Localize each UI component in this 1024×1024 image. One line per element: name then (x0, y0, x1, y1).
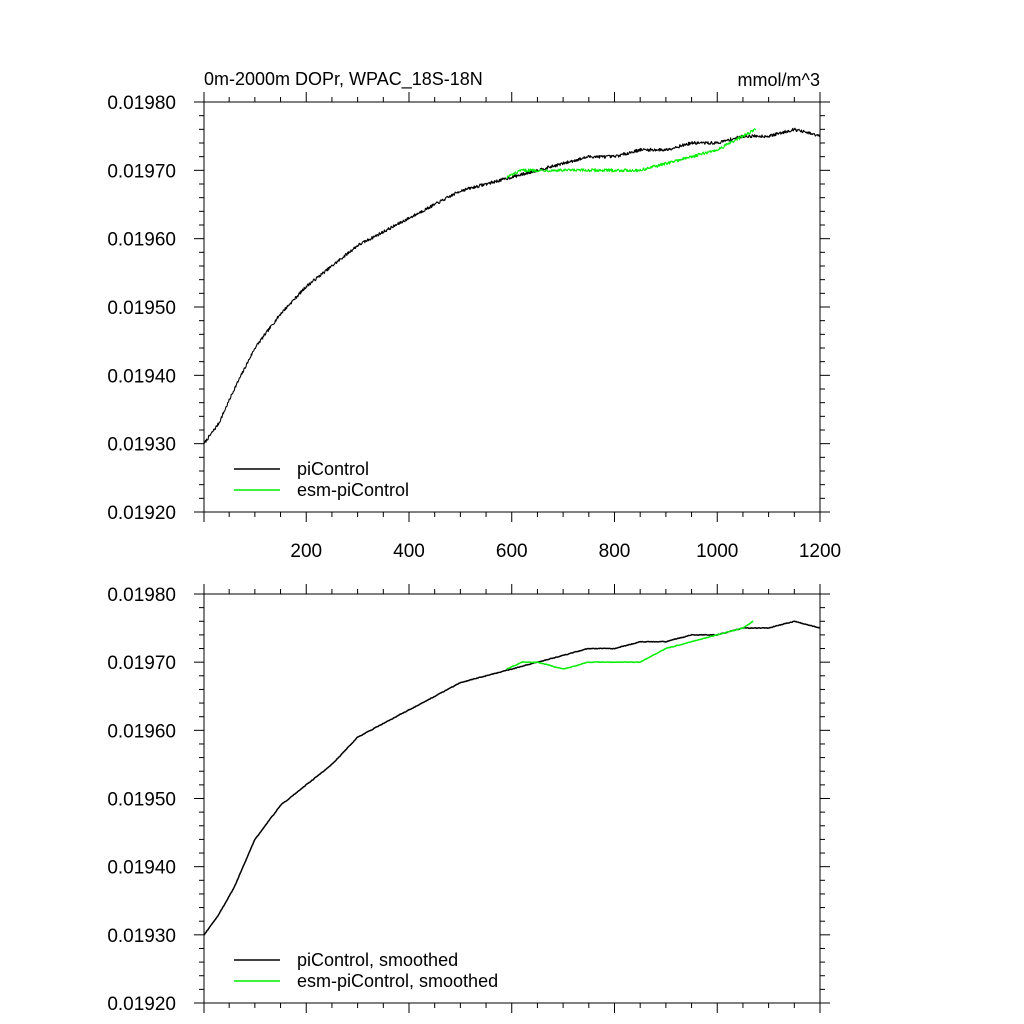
x-tick-label: 1200 (799, 541, 841, 562)
legend-label: piControl, smoothed (297, 950, 458, 970)
y-tick-label: 0.01940 (107, 858, 176, 879)
plot-frame (203, 593, 821, 1004)
y-tick-label: 0.01960 (107, 230, 176, 251)
esm-picontrol-series-line (506, 128, 757, 179)
y-tick-label: 0.01980 (107, 585, 176, 606)
chart-title: 0m-2000m DOPr, WPAC_18S-18N (204, 69, 483, 90)
y-tick-label: 0.01920 (107, 994, 176, 1015)
smoothed-chart-panel: 0.01920 0.01930 0.01940 0.01950 0.01960 0.019… (107, 584, 830, 1015)
plot-frame (203, 101, 821, 513)
legend-label: piControl (297, 459, 369, 479)
raw-chart-panel: 0.01920 0.01930 0.01940 0.01950 0.01960 0.019… (107, 92, 841, 562)
y-tick-label: 0.01950 (107, 298, 176, 319)
y-tick-label: 0.01980 (107, 93, 176, 114)
y-tick-label: 0.01970 (107, 161, 176, 182)
x-tick-label: 1000 (696, 541, 738, 562)
x-tick-label: 800 (599, 541, 631, 562)
units-label: mmol/m^3 (738, 70, 820, 90)
x-tick-label: 600 (496, 541, 528, 562)
legend-label: esm-piControl, smoothed (297, 971, 498, 991)
y-tick-label: 0.01960 (107, 721, 176, 742)
y-tick-label: 0.01940 (107, 366, 176, 387)
x-tick-label: 200 (290, 541, 322, 562)
y-tick-label: 0.01930 (107, 435, 176, 456)
y-tick-label: 0.01930 (107, 926, 176, 947)
picontrol-series-line (204, 620, 820, 936)
y-tick-label: 0.01950 (107, 790, 176, 811)
y-tick-label: 0.01970 (107, 653, 176, 674)
picontrol-series-line (204, 127, 820, 445)
esm-picontrol-series-line (506, 620, 754, 670)
y-tick-label: 0.01920 (107, 503, 176, 524)
x-tick-label: 400 (393, 541, 425, 562)
legend-label: esm-piControl (297, 480, 409, 500)
